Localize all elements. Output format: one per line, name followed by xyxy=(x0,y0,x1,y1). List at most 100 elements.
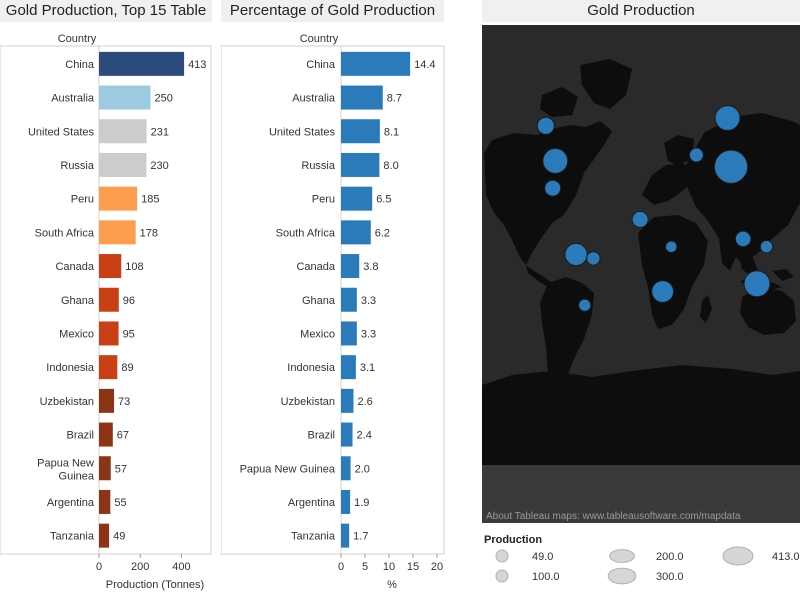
map-marker-papua-new-guinea xyxy=(759,240,774,254)
pct-value-ghana: 3.3 xyxy=(361,295,376,307)
map-marker-ghana xyxy=(631,210,649,228)
pct-tick-5: 5 xyxy=(362,561,368,573)
pct-tick-0: 0 xyxy=(338,561,344,573)
legend-label-200-0: 200.0 xyxy=(656,551,684,563)
prod-value-ghana: 96 xyxy=(123,295,135,307)
map-marker-indonesia xyxy=(734,230,752,248)
map-attribution: About Tableau maps: www.tableausoftware.… xyxy=(486,511,741,522)
prod-bar-uzbekistan xyxy=(99,388,115,413)
pct-bar-south-africa xyxy=(341,220,371,245)
land-europe xyxy=(642,163,694,205)
land-madagascar xyxy=(700,295,712,323)
prod-label-tanzania: Tanzania xyxy=(50,531,95,543)
prod-bar-peru xyxy=(99,186,138,211)
legend-symbol-413-0 xyxy=(722,546,754,566)
map-marker-china xyxy=(713,149,749,184)
prod-value-united-states: 231 xyxy=(151,126,169,138)
prod-bar-brazil xyxy=(99,422,113,447)
prod-x-axis-label: Production (Tonnes) xyxy=(106,579,204,591)
prod-label-china: China xyxy=(65,59,95,71)
pct-bar-united-states xyxy=(341,119,380,144)
prod-bar-russia xyxy=(99,152,147,177)
pct-label-indonesia: Indonesia xyxy=(287,362,336,374)
pct-bar-tanzania xyxy=(341,523,350,548)
prod-bar-canada xyxy=(99,254,122,279)
prod-value-australia: 250 xyxy=(155,93,173,105)
pct-value-papua-new-guinea: 2.0 xyxy=(355,463,370,475)
prod-label-canada: Canada xyxy=(55,261,94,273)
map-size-legend: Production 49.0 100.0 200.0 300.0 413.0 xyxy=(484,534,800,585)
pct-x-axis-label: % xyxy=(387,579,397,591)
map-title: Gold Production xyxy=(482,0,800,22)
prod-value-argentina: 55 xyxy=(114,497,126,509)
prod-value-russia: 230 xyxy=(150,160,168,172)
map-footer-band xyxy=(482,465,800,523)
map-marker-russia xyxy=(714,105,741,131)
prod-label-indonesia: Indonesia xyxy=(46,362,95,374)
pct-value-tanzania: 1.7 xyxy=(353,531,368,543)
prod-label-papua-new-guinea: Papua New Guinea xyxy=(37,457,95,482)
pct-value-peru: 6.5 xyxy=(376,194,391,206)
prod-bar-mexico xyxy=(99,321,119,346)
pct-value-argentina: 1.9 xyxy=(354,497,369,509)
pct-label-ghana: Ghana xyxy=(302,295,336,307)
land-africa xyxy=(638,215,708,329)
land-papua xyxy=(772,269,794,281)
gold-production-map[interactable]: About Tableau maps: www.tableausoftware.… xyxy=(482,25,800,523)
land-australia xyxy=(740,287,796,335)
prod-label-brazil: Brazil xyxy=(66,430,94,442)
percentage-bar-chart: Country 14.4 China 8.7 Australia 8.1 United St… xyxy=(221,33,445,591)
pct-label-russia: Russia xyxy=(301,160,336,172)
legend-label-100-0: 100.0 xyxy=(532,571,560,583)
pct-value-south-africa: 6.2 xyxy=(375,227,390,239)
legend-symbol-200-0 xyxy=(609,549,635,563)
prod-label-argentina: Argentina xyxy=(47,497,95,509)
pct-bar-peru xyxy=(341,186,373,211)
prod-bar-china xyxy=(99,51,185,76)
prod-value-tanzania: 49 xyxy=(113,531,125,543)
land-central-america xyxy=(526,265,552,287)
pct-bar-papua-new-guinea xyxy=(341,456,351,481)
prod-value-mexico: 95 xyxy=(123,328,135,340)
pct-bar-australia xyxy=(341,85,383,110)
prod-tick-0: 0 xyxy=(96,561,102,573)
pct-value-china: 14.4 xyxy=(414,59,435,71)
pct-tick-10: 10 xyxy=(383,561,395,573)
prod-bar-ghana xyxy=(99,287,119,312)
pct-label-peru: Peru xyxy=(312,194,335,206)
pct-bar-china xyxy=(341,51,411,76)
prod-label-australia: Australia xyxy=(51,93,95,105)
map-marker-brazil xyxy=(586,251,601,266)
pct-label-argentina: Argentina xyxy=(288,497,336,509)
pct-value-uzbekistan: 2.6 xyxy=(357,396,372,408)
prod-bar-south-africa xyxy=(99,220,136,245)
prod-label-united-states: United States xyxy=(28,126,95,138)
prod-value-indonesia: 89 xyxy=(121,362,133,374)
prod-label-uzbekistan: Uzbekistan xyxy=(40,396,94,408)
land-southeast-asia xyxy=(738,251,758,277)
prod-value-brazil: 67 xyxy=(117,430,129,442)
land-antarctica xyxy=(482,365,800,465)
pct-tick-15: 15 xyxy=(407,561,419,573)
pct-bar-russia xyxy=(341,152,380,177)
pct-bar-canada xyxy=(341,254,360,279)
pct-label-brazil: Brazil xyxy=(307,430,335,442)
pct-value-australia: 8.7 xyxy=(387,93,402,105)
pct-label-mexico: Mexico xyxy=(300,328,335,340)
prod-bar-tanzania xyxy=(99,523,110,548)
pct-value-brazil: 2.4 xyxy=(357,430,372,442)
prod-value-canada: 108 xyxy=(125,261,143,273)
percentage-chart-title: Percentage of Gold Production xyxy=(221,0,444,22)
land-india xyxy=(718,231,738,271)
prod-tick-200: 200 xyxy=(131,561,149,573)
prod-value-south-africa: 178 xyxy=(140,227,158,239)
pct-label-canada: Canada xyxy=(296,261,335,273)
prod-label-peru: Peru xyxy=(71,194,94,206)
pct-label-united-states: United States xyxy=(269,126,336,138)
prod-bar-united-states xyxy=(99,119,147,144)
prod-label-mexico: Mexico xyxy=(59,328,94,340)
map-marker-argentina xyxy=(578,298,592,312)
prod-value-uzbekistan: 73 xyxy=(118,396,130,408)
prod-bar-indonesia xyxy=(99,355,118,380)
pct-bar-indonesia xyxy=(341,355,356,380)
